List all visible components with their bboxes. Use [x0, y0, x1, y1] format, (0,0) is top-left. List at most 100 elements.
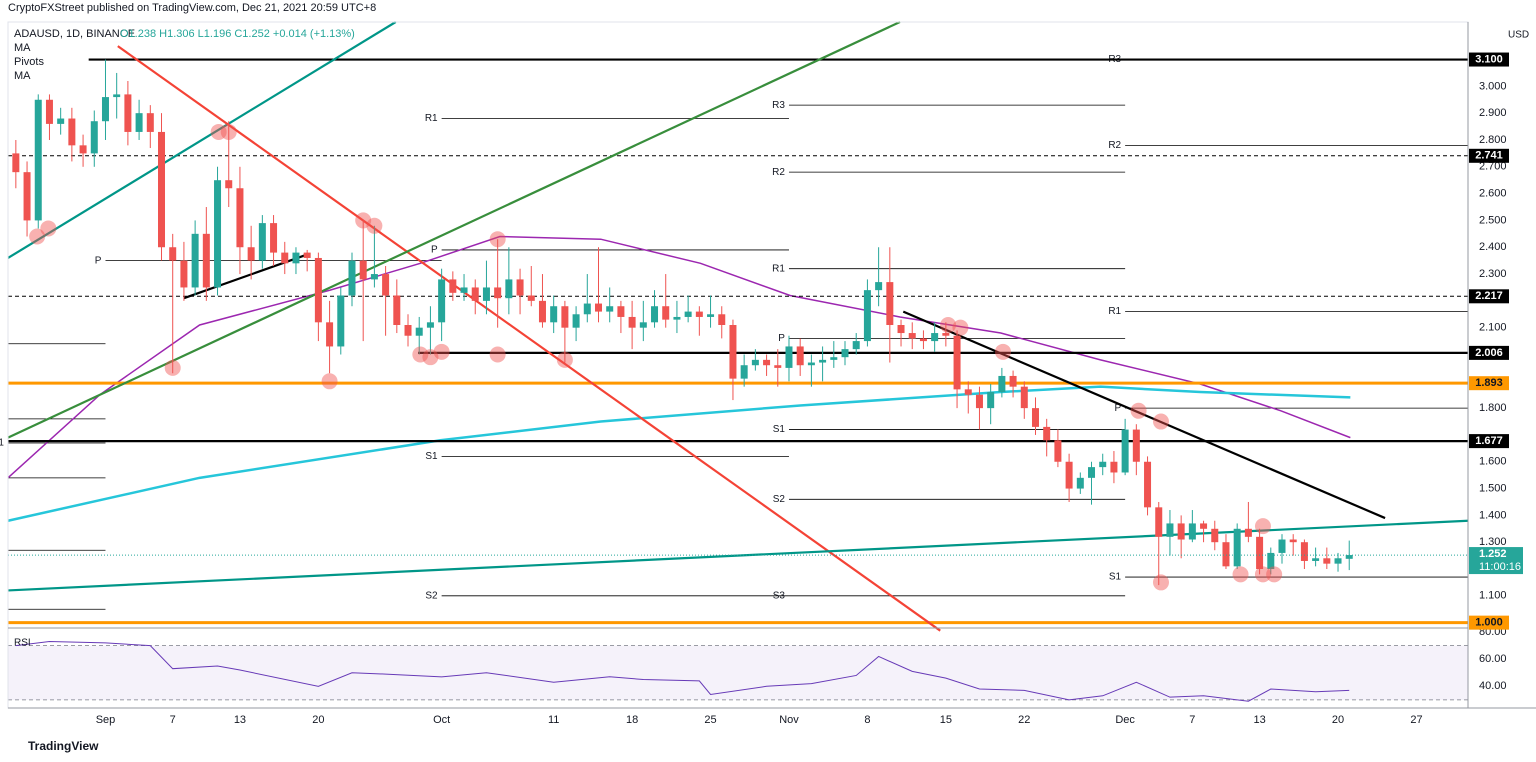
y-tick-label: 1.300 — [1479, 536, 1507, 548]
pivot-marker — [994, 343, 1011, 360]
candle-body — [538, 300, 546, 323]
candle-body — [594, 303, 602, 312]
level-label: 3.100 — [1475, 53, 1503, 65]
candle-body — [987, 392, 995, 409]
candle-body — [774, 365, 782, 368]
candle-body — [180, 260, 188, 288]
candle-body — [404, 325, 412, 336]
candle-body — [1099, 461, 1107, 468]
pivot-marker — [940, 317, 957, 333]
countdown-label: 11:00:16 — [1479, 561, 1521, 573]
candle-body — [225, 180, 233, 189]
publish-header: CryptoFXStreet published on TradingView.… — [8, 2, 376, 14]
candle-body — [426, 322, 434, 328]
candle-body — [292, 252, 300, 264]
candle-body — [751, 359, 759, 366]
candle-body — [662, 306, 670, 320]
rsi-line — [15, 641, 1350, 702]
y-tick-label: 2.100 — [1479, 322, 1507, 334]
trendline — [7, 519, 1469, 592]
candle-body — [449, 279, 457, 293]
candle-body — [1256, 536, 1264, 570]
candle-body — [101, 97, 109, 122]
x-tick-label: 7 — [1189, 714, 1195, 726]
rsi-title: RSI — [14, 638, 31, 649]
candle-body — [236, 188, 244, 248]
pivot-marker — [1232, 566, 1249, 583]
x-tick-label: 18 — [626, 714, 638, 726]
candle-body — [1177, 523, 1185, 540]
candle-body — [1312, 558, 1320, 561]
candle-body — [964, 389, 972, 395]
candle-body — [807, 362, 815, 366]
candle-body — [527, 295, 535, 301]
candle-body — [1233, 528, 1241, 567]
candle-body — [975, 394, 983, 409]
candle-body — [45, 99, 53, 124]
x-tick-label: 20 — [312, 714, 324, 726]
y-tick-label: 1.500 — [1479, 482, 1507, 494]
x-tick-label: 22 — [1018, 714, 1030, 726]
moving-average — [7, 235, 1351, 479]
candle-body — [57, 118, 65, 124]
candle-body — [819, 359, 827, 363]
level-label: 1.677 — [1475, 435, 1503, 447]
pivot-marker — [355, 212, 372, 229]
x-tick-label: 8 — [864, 714, 870, 726]
candle-body — [258, 223, 266, 261]
level-label-box — [1469, 434, 1509, 449]
x-tick-label: 15 — [940, 714, 952, 726]
pivot-label: R2 — [1108, 140, 1121, 151]
candle-body — [863, 290, 871, 342]
pivot-marker — [1130, 402, 1147, 419]
candle-body — [1054, 440, 1062, 462]
indicator-name: Pivots — [14, 56, 44, 68]
candle-body — [1065, 461, 1073, 489]
candle-body — [12, 153, 20, 173]
y-tick-label: 1.400 — [1479, 509, 1507, 521]
pivot-label: S1 — [1109, 572, 1122, 583]
rsi-tick-label: 60.00 — [1479, 653, 1507, 665]
candle-body — [359, 260, 367, 280]
level-label-box — [1469, 615, 1509, 630]
candle-body — [919, 338, 927, 342]
candle-body — [628, 316, 636, 328]
candle-body — [79, 145, 87, 154]
level-label-box — [1469, 52, 1509, 67]
pivot-label: P — [1114, 403, 1121, 414]
candle-body — [639, 322, 647, 328]
candle-body — [415, 327, 423, 336]
candle-body — [337, 295, 345, 347]
candle-body — [886, 282, 894, 325]
trendline — [7, 21, 397, 259]
candle-body — [270, 223, 278, 253]
candle-body — [729, 325, 737, 379]
candle-body — [796, 346, 804, 366]
rsi-tick-label: 40.00 — [1479, 680, 1507, 692]
level-label: 2.217 — [1475, 290, 1503, 302]
candle-body — [158, 131, 166, 248]
pivot-marker — [1266, 566, 1283, 583]
pivot-marker — [1254, 518, 1271, 535]
pivot-marker — [210, 123, 227, 140]
candle-body — [785, 346, 793, 368]
quote: O1.238 H1.306 L1.196 C1.252 +0.014 (+1.1… — [120, 28, 355, 40]
y-tick-label: 2.900 — [1479, 107, 1507, 119]
indicator-name: MA — [14, 42, 31, 54]
candle-body — [695, 311, 703, 317]
candle-body — [763, 359, 771, 366]
candle-body — [875, 282, 883, 291]
candle-body — [1222, 542, 1230, 567]
candle-body — [505, 279, 513, 299]
candle-body — [146, 113, 154, 132]
candle-body — [1300, 542, 1308, 561]
candle-body — [1278, 539, 1286, 553]
pivot-marker — [1152, 413, 1169, 430]
y-tick-label: 2.300 — [1479, 268, 1507, 280]
plot-area: S1PR1PS1S2R3R2R1PS1S2S3R3R2R1PS1 — [0, 21, 1469, 702]
pivot-label: S1 — [425, 451, 438, 462]
candle-body — [550, 306, 558, 323]
candle-body — [1211, 528, 1219, 543]
pivot-marker — [321, 373, 338, 390]
candle-body — [718, 314, 726, 325]
